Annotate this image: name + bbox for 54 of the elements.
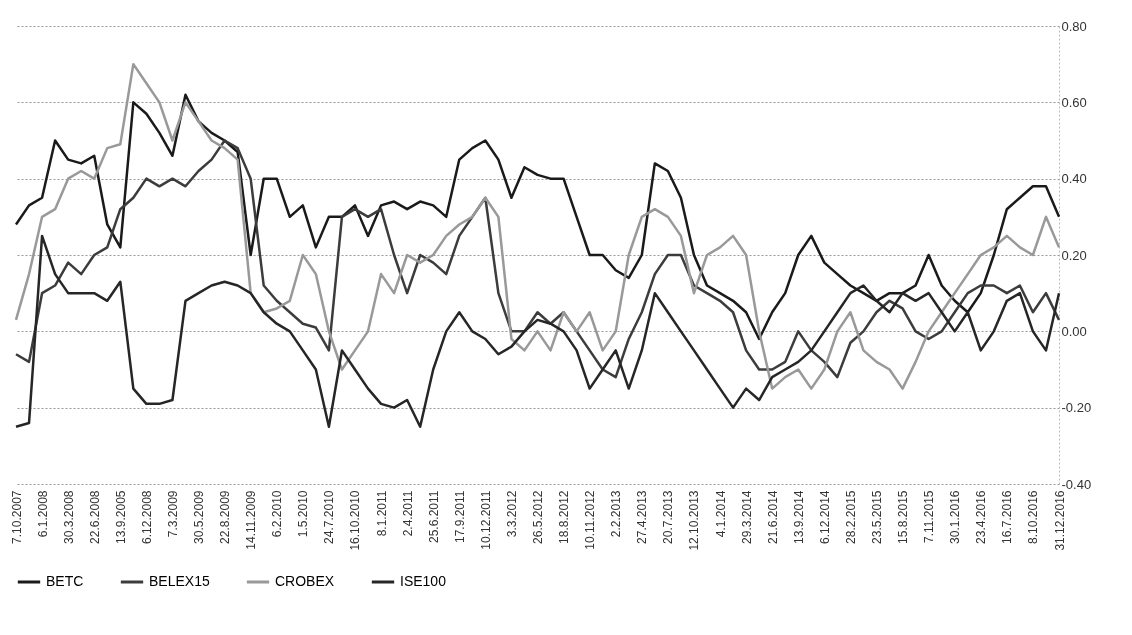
y-tick-label: 0.60 — [1061, 94, 1087, 110]
x-tick-label: 28.2.2015 — [843, 490, 858, 544]
y-tick-label: 0.20 — [1061, 247, 1087, 263]
x-tick-label: 6.12.2008 — [139, 490, 154, 544]
y-tick-label: -0.40 — [1061, 476, 1092, 492]
y-tick-label: 0.80 — [1061, 18, 1087, 34]
legend-label: CROBEX — [275, 573, 335, 589]
x-tick-label: 12.10.2013 — [687, 490, 702, 551]
x-tick-label: 6.1.2008 — [35, 490, 50, 538]
x-tick-label: 6.2.2010 — [270, 490, 285, 538]
x-tick-label: 13.9.2005 — [113, 490, 128, 544]
x-tick-label: 13.9.2014 — [791, 490, 806, 544]
x-tick-label: 15.8.2015 — [896, 490, 911, 544]
x-tick-label: 25.6.2011 — [426, 490, 441, 543]
x-tick-label: 23.5.2015 — [869, 490, 884, 544]
x-tick-label: 2.2.2013 — [609, 490, 624, 538]
y-tick-label: -0.20 — [1061, 400, 1092, 416]
x-tick-label: 17.9.2011 — [452, 490, 467, 543]
x-tick-label: 27.4.2013 — [635, 490, 650, 544]
line-series — [14, 139, 1061, 379]
legend-label: BETC — [46, 573, 84, 589]
x-tick-label: 10.12.2011 — [478, 490, 493, 550]
line-series — [14, 62, 1061, 390]
x-tick-label: 10.11.2012 — [583, 490, 598, 550]
x-tick-label: 31.12.2016 — [1052, 490, 1067, 551]
y-tick-label: 0.00 — [1061, 323, 1087, 339]
x-tick-label: 7.3.2009 — [165, 490, 180, 538]
x-tick-label: 26.5.2012 — [531, 490, 545, 544]
legend-label: ISE100 — [400, 573, 447, 589]
x-tick-label: 7.11.2015 — [922, 490, 937, 543]
legend-label: BELEX15 — [149, 573, 210, 589]
x-tick-label: 30.1.2016 — [948, 490, 963, 544]
x-tick-label: 21.6.2014 — [765, 490, 780, 544]
x-tick-label: 16.7.2016 — [1000, 490, 1015, 544]
x-tick-label: 6.12.2014 — [817, 490, 832, 544]
x-tick-label: 8.1.2011 — [374, 490, 389, 537]
x-tick-label: 3.3.2012 — [504, 490, 519, 538]
x-tick-label: 16.10.2010 — [348, 490, 363, 551]
x-tick-label: 14.11.2009 — [244, 490, 259, 550]
x-tick-label: 8.10.2016 — [1026, 490, 1041, 544]
x-tick-label: 1.5.2010 — [296, 490, 311, 538]
x-tick-label: 23.4.2016 — [974, 490, 989, 544]
x-tick-label: 20.7.2013 — [661, 490, 676, 544]
x-tick-label: 18.8.2012 — [557, 490, 572, 544]
y-tick-label: 0.40 — [1061, 171, 1087, 187]
x-tick-label: 4.1.2014 — [713, 490, 728, 538]
x-tick-label: 30.5.2009 — [192, 490, 207, 544]
x-tick-label: 30.3.2008 — [61, 490, 76, 544]
x-tick-label: 24.7.2010 — [322, 490, 337, 544]
x-tick-label: 22.8.2009 — [218, 490, 233, 544]
x-tick-label: 29.3.2014 — [739, 490, 754, 544]
x-tick-label: 2.4.2011 — [400, 490, 415, 537]
x-tick-label: 7.10.2007 — [9, 490, 24, 544]
x-tick-label: 22.6.2008 — [87, 490, 102, 544]
